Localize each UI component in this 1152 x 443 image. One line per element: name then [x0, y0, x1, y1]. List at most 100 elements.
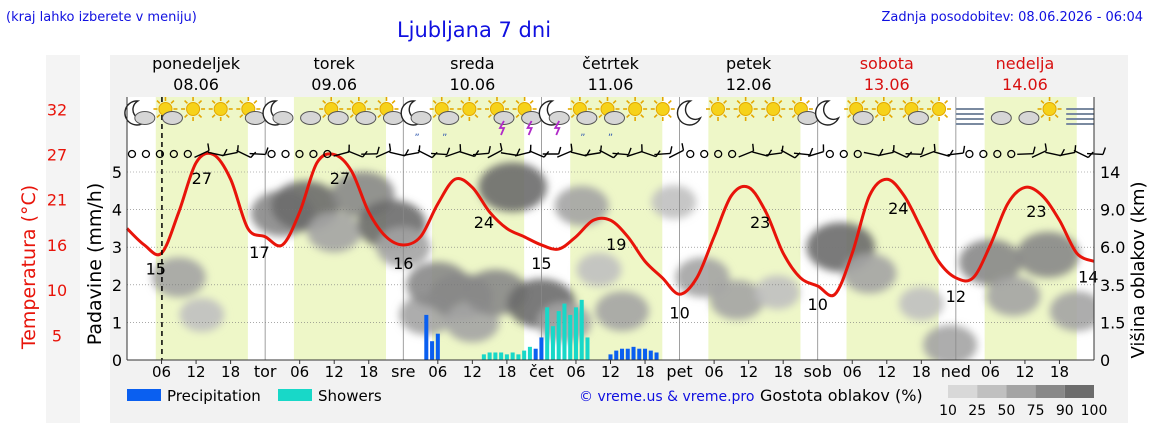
sun-ray: [253, 99, 258, 104]
moon-rain-icon: „: [400, 100, 432, 138]
cloud-icon: [1018, 111, 1040, 125]
precipitation-bar: [608, 354, 613, 360]
showers-bar: [573, 307, 578, 360]
sun-ray: [750, 99, 755, 104]
sun-icon: [650, 97, 675, 121]
cloud-blob: [986, 276, 1041, 317]
sun-ray: [598, 99, 603, 104]
sun-ray: [156, 99, 161, 104]
wind-barb-icon: [947, 145, 966, 156]
temp-axis-ticks: 5 10 16 21 27 32: [47, 100, 67, 345]
cloud-shape: [161, 111, 183, 125]
sun-ray: [460, 114, 465, 119]
lightning-bolt: [526, 120, 533, 136]
moon-shape: [676, 100, 702, 126]
wind-calm-icon: [700, 149, 709, 159]
wind-barb-flag: [1044, 143, 1048, 151]
hour-tick-label: 12: [1015, 363, 1034, 381]
precipitation-bar: [631, 346, 636, 360]
wind-barb-icon: [1017, 146, 1036, 155]
sun-ray: [888, 114, 893, 119]
sun-ray: [805, 99, 810, 104]
cloud-height-tick-label: 0: [1100, 351, 1110, 370]
sun-icon: [208, 97, 233, 121]
cloud-scale-tick-label: 10: [939, 403, 957, 419]
sun-disc: [932, 102, 947, 116]
wind-barb-shaft: [459, 150, 475, 158]
hour-axis-ticks: 06 12 18 tor 06 12 18 sre 06 12 18 čet 06 12 18 pet 06 12…: [152, 360, 1069, 381]
cloud-blob: [478, 162, 547, 212]
wind-barb-icon: [557, 143, 573, 158]
weekday-abbr: čet: [529, 362, 554, 381]
day-date: 11.06: [588, 75, 634, 94]
wind-barb-shaft: [403, 151, 420, 157]
sun-ray: [170, 99, 175, 104]
wind-barb-icon: [249, 147, 269, 156]
wind-barb-flag: [207, 143, 210, 151]
wind-barb-shaft: [529, 150, 545, 158]
wind-barb-flag: [570, 143, 573, 151]
sun-ray: [708, 99, 713, 104]
grid-lines: [127, 171, 1094, 323]
temp-tick-label: 21: [47, 191, 67, 210]
location-note[interactable]: (kraj lahko izberete v meniju): [6, 10, 197, 25]
wind-calm-icon: [295, 149, 304, 159]
day-separators: [264, 97, 957, 360]
sun-ray: [874, 114, 879, 119]
wind-calm-icon: [965, 149, 974, 159]
wind-barb-shaft: [389, 151, 406, 157]
cloud-shape: [327, 111, 349, 125]
wind-calm-icon: [686, 149, 695, 159]
sun-ray: [847, 114, 852, 119]
wind-barb-flag: [781, 145, 784, 153]
moon-icon: [814, 100, 841, 126]
wind-calm-icon: [825, 149, 834, 159]
cloud-blob: [595, 291, 650, 332]
wind-barb-flag: [681, 143, 685, 151]
day-date: 13.06: [864, 75, 910, 94]
precipitation-bar: [435, 333, 440, 360]
precip-tick-label: 4: [112, 201, 122, 220]
temperature-value-label: 15: [531, 254, 551, 273]
credit-link[interactable]: © vreme.us & vreme.pro: [579, 389, 754, 405]
wind-barb-flag: [1032, 146, 1036, 154]
wind-barb-icon: [1031, 143, 1048, 159]
cloud-icon: [300, 111, 322, 125]
moon-storm-icon: [538, 100, 570, 136]
sun-ray: [640, 99, 645, 104]
sun-ray: [667, 99, 672, 104]
hour-tick-label: 18: [635, 363, 654, 381]
wind-calm-icon: [169, 149, 179, 159]
precipitation-bar: [654, 352, 659, 360]
wind-barb-shaft: [1017, 153, 1034, 155]
wind-barb-shaft: [347, 150, 363, 158]
weekday-abbr: tor: [254, 362, 277, 381]
cloud-blob: [554, 185, 609, 226]
wind-barb-icon: [905, 147, 925, 155]
cloud-scale-tick-label: 100: [1081, 403, 1108, 419]
wind-barb-shaft: [808, 150, 824, 158]
sun-icon: [927, 97, 952, 121]
temperature-value-label: 27: [192, 169, 212, 188]
wind-barb-shaft: [375, 150, 391, 158]
sun-ray: [778, 99, 783, 104]
wind-barb-icon: [654, 146, 673, 156]
showers-bar: [516, 354, 521, 360]
wind-barb-icon: [333, 144, 350, 157]
wind-barb-icon: [445, 144, 462, 158]
wind-barb-shaft: [654, 152, 671, 156]
wind-barb-flag: [1087, 151, 1094, 158]
wind-barb-shaft: [599, 149, 614, 159]
day-name: torek: [314, 54, 356, 73]
wind-calm-icon: [323, 149, 332, 159]
wind-barb-flag: [878, 148, 884, 156]
cloud-height-axis-label: Višina oblakov (km): [1128, 181, 1149, 358]
precip-axis-ticks: 0 1 2 3 4 5: [112, 163, 122, 370]
sun-ray: [529, 99, 534, 104]
wind-barb-shaft: [780, 149, 796, 159]
wind-barb-shaft: [445, 150, 461, 158]
wind-barb-shaft: [417, 149, 433, 159]
wind-barb-shaft: [752, 151, 768, 157]
sun-storm-icon: [484, 97, 515, 136]
